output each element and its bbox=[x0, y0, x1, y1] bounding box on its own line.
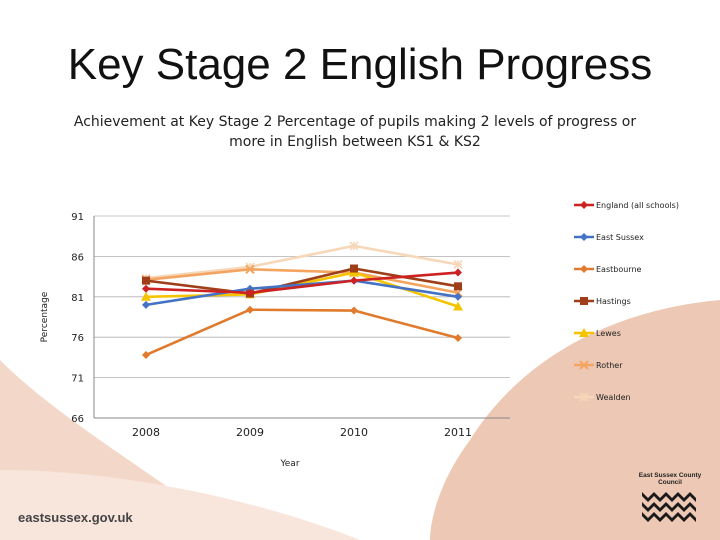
y-tick-label: 91 bbox=[71, 212, 84, 223]
x-tick-label: 2011 bbox=[444, 426, 472, 439]
data-point bbox=[246, 284, 254, 293]
data-point bbox=[454, 292, 462, 301]
y-tick-label: 81 bbox=[71, 293, 84, 304]
y-tick-label: 86 bbox=[71, 252, 84, 263]
series-line bbox=[145, 244, 459, 280]
x-tick-label: 2009 bbox=[236, 426, 264, 439]
data-point bbox=[142, 284, 150, 293]
y-tick-label: 76 bbox=[71, 333, 84, 344]
y-axis-label: Percentage bbox=[40, 291, 50, 342]
data-point bbox=[453, 301, 463, 311]
data-point bbox=[454, 334, 462, 343]
series-line bbox=[145, 268, 459, 295]
data-point bbox=[580, 233, 588, 241]
data-point bbox=[246, 288, 254, 297]
data-point bbox=[580, 265, 588, 273]
data-point bbox=[454, 268, 462, 277]
x-tick-label: 2010 bbox=[340, 426, 368, 439]
data-point bbox=[579, 392, 589, 402]
council-logo-icon bbox=[642, 492, 696, 522]
background-wave-bottom bbox=[0, 470, 360, 540]
data-point bbox=[245, 264, 255, 275]
legend-label: England (all schools) bbox=[596, 201, 679, 210]
data-point bbox=[580, 297, 588, 305]
y-tick-label: 66 bbox=[71, 414, 84, 425]
legend-label: Eastbourne bbox=[596, 265, 642, 274]
x-axis-label: Year bbox=[279, 459, 299, 469]
data-point bbox=[142, 350, 150, 359]
series-line bbox=[145, 279, 459, 307]
data-point bbox=[142, 276, 150, 285]
data-point bbox=[579, 328, 589, 337]
data-point bbox=[246, 305, 254, 314]
series-line bbox=[145, 271, 459, 295]
chart-title: Achievement at Key Stage 2 Percentage of… bbox=[73, 114, 637, 150]
data-point bbox=[579, 360, 589, 370]
data-point bbox=[349, 241, 359, 251]
slide-title: Key Stage 2 English Progress bbox=[67, 40, 653, 89]
y-tick-label: 71 bbox=[71, 374, 84, 385]
legend-label: Rother bbox=[596, 361, 623, 370]
legend-label: Wealden bbox=[596, 393, 631, 402]
background-wave-right bbox=[430, 300, 720, 540]
legend-label: East Sussex bbox=[596, 233, 644, 242]
data-point bbox=[454, 282, 462, 291]
data-point bbox=[350, 264, 358, 273]
data-point bbox=[350, 306, 358, 315]
data-point bbox=[453, 259, 463, 270]
legend-label: Hastings bbox=[596, 297, 631, 306]
footer-website: eastsussex.gov.uk bbox=[18, 510, 133, 525]
council-name: East Sussex County Council bbox=[638, 472, 702, 486]
data-point bbox=[142, 300, 150, 309]
legend-label: Lewes bbox=[596, 329, 621, 338]
series-line bbox=[145, 308, 459, 357]
data-point bbox=[580, 201, 588, 209]
data-point bbox=[141, 291, 151, 301]
x-tick-label: 2008 bbox=[132, 426, 160, 439]
data-point bbox=[350, 276, 358, 285]
